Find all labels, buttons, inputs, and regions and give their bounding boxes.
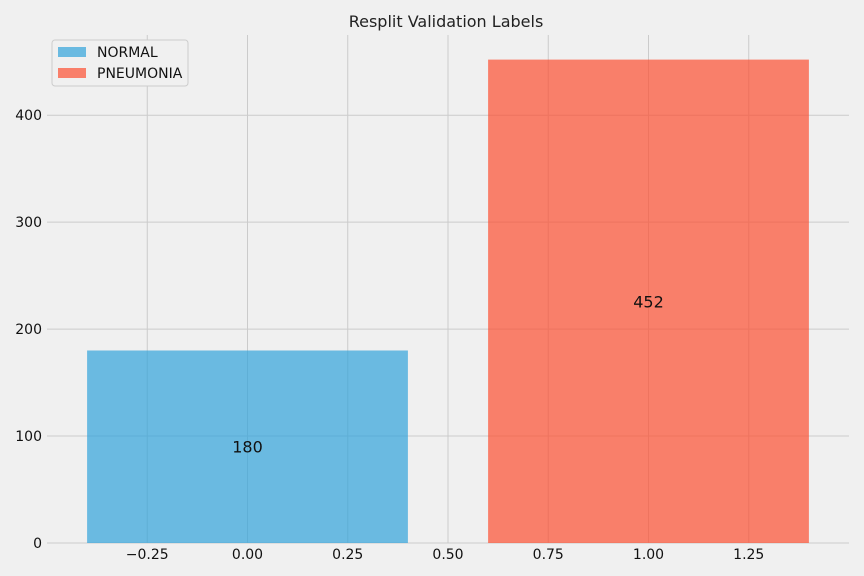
x-tick-label: 0.00: [232, 547, 263, 563]
bar-normal: [87, 350, 408, 543]
x-tick-label: 0.75: [533, 547, 564, 563]
bar-value-label: 180: [232, 438, 263, 457]
y-tick-label: 100: [15, 429, 42, 445]
y-tick-label: 0: [33, 536, 42, 552]
bars: 180 452: [87, 59, 809, 543]
legend-swatch-normal: [58, 47, 86, 57]
x-tick-label: −0.25: [126, 547, 169, 563]
y-tick-label: 400: [15, 108, 42, 124]
x-tick-label: 1.25: [733, 547, 764, 563]
bar-value-label: 452: [633, 292, 664, 311]
legend-label-pneumonia: PNEUMONIA: [97, 66, 183, 82]
x-tick-label: 1.00: [633, 547, 664, 563]
chart-title: Resplit Validation Labels: [349, 12, 544, 31]
x-tick-label: 0.25: [332, 547, 363, 563]
legend: NORMAL PNEUMONIA: [51, 39, 189, 87]
x-tick-label: 0.50: [432, 547, 463, 563]
legend-swatch-pneumonia: [58, 68, 86, 78]
y-tick-label: 200: [15, 322, 42, 338]
bar-pneumonia: [488, 59, 809, 543]
y-tick-label: 300: [15, 215, 42, 231]
legend-label-normal: NORMAL: [97, 45, 158, 61]
tick-labels: −0.25 0.00 0.25 0.50 0.75 1.00 1.25 0 100 200 300 4…: [15, 108, 764, 563]
